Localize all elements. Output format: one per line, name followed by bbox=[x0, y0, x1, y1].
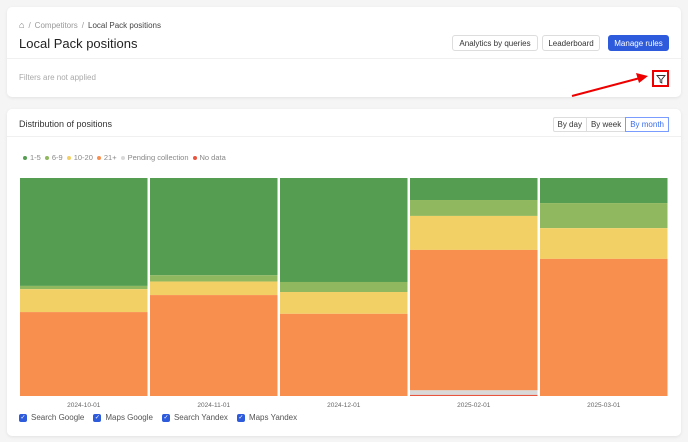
bar-segment[interactable] bbox=[540, 258, 668, 396]
breadcrumb-current: Local Pack positions bbox=[88, 20, 161, 30]
legend-item[interactable]: Pending collection bbox=[120, 153, 189, 162]
bar-segment[interactable] bbox=[20, 289, 148, 313]
legend-dot bbox=[23, 156, 27, 161]
panel-title: Distribution of positions bbox=[19, 119, 113, 129]
filter-icon bbox=[655, 74, 666, 84]
manage-rules-button[interactable]: Manage rules bbox=[608, 35, 669, 51]
bar-segment[interactable] bbox=[150, 275, 278, 282]
checkbox-icon[interactable]: ✓ bbox=[93, 413, 102, 422]
bar-segment[interactable] bbox=[150, 295, 278, 396]
legend-item[interactable]: 6-9 bbox=[44, 153, 63, 162]
x-tick-label: 2024-12-01 bbox=[327, 402, 361, 409]
bar-segment[interactable] bbox=[540, 228, 668, 259]
source-checkbox[interactable]: ✓ Search Yandex bbox=[161, 413, 228, 422]
legend-dot bbox=[66, 156, 71, 161]
divider bbox=[7, 136, 681, 137]
period-by-day[interactable]: By day bbox=[554, 118, 587, 131]
bar-segment[interactable] bbox=[410, 394, 538, 396]
bar-segment[interactable] bbox=[410, 178, 538, 201]
filter-button[interactable] bbox=[652, 70, 669, 87]
x-tick-label: 2025-03-01 bbox=[587, 402, 621, 409]
legend-item[interactable]: 10-20 bbox=[66, 153, 93, 162]
bar-segment[interactable] bbox=[280, 178, 408, 282]
legend-dot bbox=[44, 156, 49, 161]
checkbox-icon[interactable]: ✓ bbox=[161, 413, 170, 422]
x-tick-label: 2025-02-01 bbox=[457, 402, 491, 409]
legend-dot bbox=[120, 156, 125, 161]
bar-segment[interactable] bbox=[540, 178, 668, 204]
breadcrumb-competitors[interactable]: Competitors bbox=[34, 20, 78, 30]
filters-status: Filters are not applied bbox=[19, 73, 96, 82]
source-checkbox[interactable]: ✓ Maps Yandex bbox=[236, 413, 298, 422]
period-by-week[interactable]: By week bbox=[587, 118, 627, 131]
legend-label: 1-5 bbox=[30, 153, 41, 162]
checkbox-icon[interactable]: ✓ bbox=[19, 413, 27, 422]
header-card: ⌂ / Competitors / Local Pack positions L… bbox=[7, 7, 681, 97]
bar-segment[interactable] bbox=[280, 313, 408, 396]
bar-segment[interactable] bbox=[410, 215, 538, 250]
source-checkbox[interactable]: ✓ Maps Google bbox=[93, 413, 153, 422]
legend-item[interactable]: 1-5 bbox=[23, 153, 41, 162]
breadcrumb: ⌂ / Competitors / Local Pack positions bbox=[19, 20, 161, 30]
checkbox-label: Maps Google bbox=[105, 413, 153, 422]
distribution-card: Distribution of positions By day By week… bbox=[7, 109, 681, 436]
legend-label: No data bbox=[199, 153, 226, 162]
leaderboard-button[interactable]: Leaderboard bbox=[542, 35, 600, 51]
period-by-month[interactable]: By month bbox=[625, 117, 669, 132]
bar-segment[interactable] bbox=[280, 292, 408, 314]
legend-item[interactable]: No data bbox=[192, 153, 226, 162]
checkbox-label: Maps Yandex bbox=[248, 413, 298, 422]
legend-dot bbox=[192, 156, 197, 161]
divider bbox=[7, 58, 681, 59]
legend-label: 6-9 bbox=[51, 153, 63, 162]
x-tick-label: 2024-11-01 bbox=[197, 402, 230, 409]
bar-segment[interactable] bbox=[410, 249, 538, 391]
bar-segment[interactable] bbox=[280, 281, 408, 293]
source-checkbox[interactable]: ✓ Search Google bbox=[19, 413, 84, 422]
legend-label: 10-20 bbox=[73, 153, 93, 162]
checkbox-label: Search Yandex bbox=[173, 413, 228, 422]
checkbox-label: Search Google bbox=[31, 413, 85, 422]
stacked-bar-chart: 2024-10-01 2024-11-01 2024-12-01 2025-02-01… bbox=[20, 178, 668, 409]
home-icon[interactable]: ⌂ bbox=[19, 20, 25, 30]
period-selector: By day By week By month bbox=[552, 117, 669, 132]
legend-dot bbox=[96, 156, 101, 161]
bar-segment[interactable] bbox=[410, 200, 538, 216]
x-tick-label: 2024-10-01 bbox=[67, 402, 101, 409]
page-title: Local Pack positions bbox=[19, 36, 138, 51]
analytics-by-queries-button[interactable]: Analytics by queries bbox=[452, 35, 538, 51]
source-checkboxes: ✓ Search Google ✓ Maps Google ✓ Search Yandex… bbox=[19, 413, 297, 422]
bar-segment[interactable] bbox=[410, 390, 538, 395]
bar-segment[interactable] bbox=[20, 285, 148, 290]
legend-label: 21+ bbox=[103, 153, 117, 162]
bar-segment[interactable] bbox=[150, 281, 278, 296]
legend-item[interactable]: 21+ bbox=[96, 153, 117, 162]
bar-segment[interactable] bbox=[20, 178, 148, 286]
bar-segment[interactable] bbox=[150, 178, 278, 276]
checkbox-icon[interactable]: ✓ bbox=[236, 413, 245, 422]
legend-label: Pending collection bbox=[127, 153, 189, 162]
bar-segment[interactable] bbox=[20, 312, 148, 396]
bar-segment[interactable] bbox=[540, 203, 668, 229]
chart-legend: 1-5 6-9 10-20 21+ Pending collection No data bbox=[23, 153, 226, 162]
